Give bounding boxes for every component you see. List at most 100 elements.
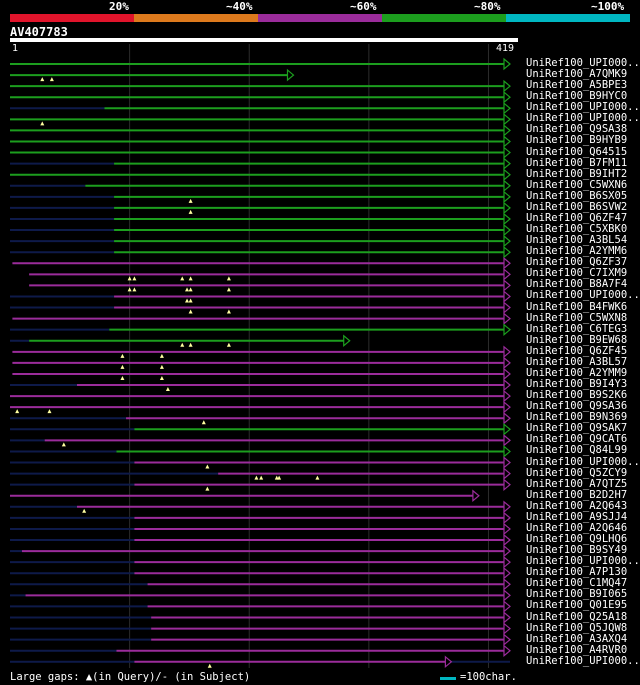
hit-label[interactable]: UniRef100_C5WXN6 [526,178,628,191]
hit-label[interactable]: UniRef100_Q01E95 [526,599,628,612]
scale-text: =100char. [460,671,517,683]
hit-label[interactable]: UniRef100_A2YMM9 [526,366,628,379]
hit-label[interactable]: UniRef100_A3BL54 [526,234,628,247]
hit-label[interactable]: UniRef100_Q5ZCY9 [526,466,628,479]
alignment-arrow [503,245,511,259]
hit-label[interactable]: UniRef100_Q84L99 [526,444,628,457]
alignment-arrow [503,533,511,547]
hit-label[interactable]: UniRef100_UPI000.. [526,289,640,302]
alignment-arrow [503,57,511,71]
query-gap-marker [185,287,190,292]
alignment-arrow [503,566,511,580]
alignment-arrow [503,79,511,93]
hit-label[interactable]: UniRef100_B8A7F4 [526,278,628,291]
query-gap-marker [277,475,282,480]
scale-bar [440,677,456,680]
query-gap-marker [188,287,193,292]
hit-label[interactable]: UniRef100_Q6ZF47 [526,211,628,224]
alignment-arrow [503,90,511,104]
hit-label[interactable]: UniRef100_Q64515 [526,145,628,158]
hit-label[interactable]: UniRef100_UPI000.. [526,455,640,468]
hit-label[interactable]: UniRef100_B9IHT2 [526,167,628,180]
legend-label: ~80% [474,0,501,13]
query-gap-marker [188,209,193,214]
hit-label[interactable]: UniRef100_Q25A18 [526,610,628,623]
hit-label[interactable]: UniRef100_Q9LHQ6 [526,533,628,545]
query-gap-marker [127,276,132,281]
hit-label[interactable]: UniRef100_Q9SA36 [526,400,628,413]
query-gap-marker [180,276,185,281]
hit-label[interactable]: UniRef100_B9I065 [526,588,628,601]
hit-label[interactable]: UniRef100_B9N369 [526,411,628,424]
hit-label[interactable]: UniRef100_C7IXM9 [526,267,628,280]
hit-label[interactable]: UniRef100_B2D2H7 [526,488,628,501]
query-gap-marker [207,663,212,668]
alignment-arrow [503,400,511,414]
alignment-arrow [503,157,511,170]
alignment-arrow [503,544,511,558]
hit-label[interactable]: UniRef100_A7QMK9 [526,68,628,81]
hit-label[interactable]: UniRef100_A4RVR0 [526,643,628,656]
hit-label[interactable]: UniRef100_Q9CAT6 [526,433,628,446]
hit-label[interactable]: UniRef100_A5BPE3 [526,79,628,92]
legend-label: 20% [109,0,129,13]
query-title: AV407783 [10,25,68,39]
hit-label[interactable]: UniRef100_Q9SA38 [526,123,628,136]
query-gap-marker [188,276,193,281]
query-gap-marker [15,409,20,414]
alignment-arrow [503,113,511,126]
hit-label[interactable]: UniRef100_A3AXQ4 [526,632,628,645]
query-gap-marker [259,475,264,480]
legend-label: ~100% [591,0,625,13]
hit-label[interactable]: UniRef100_Q6ZF45 [526,344,628,357]
hit-label[interactable]: UniRef100_UPI000.. [526,57,640,69]
legend-segment [10,14,134,22]
hit-label[interactable]: UniRef100_B9EW68 [526,333,628,346]
query-gap-marker [40,121,45,126]
alignment-arrow [503,223,511,237]
hit-label[interactable]: UniRef100_A7P130 [526,566,628,579]
hit-label[interactable]: UniRef100_B9SY49 [526,544,628,557]
alignment-arrow [503,146,511,159]
hit-label[interactable]: UniRef100_A3BL57 [526,355,628,368]
alignment-arrow [503,212,511,226]
hit-label[interactable]: UniRef100_B4FWK6 [526,300,628,313]
query-gap-marker [226,342,231,347]
query-gap-marker [40,77,45,82]
hit-label[interactable]: UniRef100_C6TEG3 [526,322,628,335]
hit-label[interactable]: UniRef100_UPI000.. [526,112,640,125]
hit-label[interactable]: UniRef100_Q6ZF37 [526,256,628,269]
alignment-arrow [503,423,511,436]
legend-label: ~40% [226,0,253,13]
hit-label[interactable]: UniRef100_B9I4Y3 [526,378,628,391]
hit-label[interactable]: UniRef100_A2YMM6 [526,245,628,258]
hit-label[interactable]: UniRef100_A2Q646 [526,521,628,534]
hit-label[interactable]: UniRef100_B9HYB9 [526,134,628,147]
hit-label[interactable]: UniRef100_A7QTZ5 [526,477,628,490]
query-gap-marker [127,287,132,292]
alignment-arrow [503,323,511,336]
hit-label[interactable]: UniRef100_UPI000.. [526,654,640,667]
query-gap-marker [120,364,125,369]
alignment-arrow [503,500,511,514]
hit-label[interactable]: UniRef100_C5XBK0 [526,223,628,236]
alignment-arrow [503,578,511,591]
hit-label[interactable]: UniRef100_A2Q643 [526,499,628,512]
query-gap-marker [188,342,193,347]
alignment-arrow [503,301,511,314]
query-gap-marker [226,276,231,281]
hit-label[interactable]: UniRef100_Q5JQW8 [526,621,628,634]
hit-label[interactable]: UniRef100_B7FM11 [526,156,628,169]
hit-label[interactable]: UniRef100_C5WXN8 [526,311,628,324]
hit-label[interactable]: UniRef100_A9SJJ4 [526,510,628,523]
hit-label[interactable]: UniRef100_B6SX05 [526,189,628,202]
hit-label[interactable]: UniRef100_B9S2K6 [526,389,628,402]
hit-label[interactable]: UniRef100_UPI000.. [526,101,640,114]
hit-label[interactable]: UniRef100_UPI000.. [526,555,640,568]
hit-label[interactable]: UniRef100_B9HYC0 [526,90,628,103]
hit-label[interactable]: UniRef100_Q9SAK7 [526,422,628,435]
query-ruler [10,38,518,42]
hit-label[interactable]: UniRef100_C1MQ47 [526,577,628,590]
hit-label[interactable]: UniRef100_B6SVW2 [526,200,628,213]
query-gap-marker [120,353,125,358]
